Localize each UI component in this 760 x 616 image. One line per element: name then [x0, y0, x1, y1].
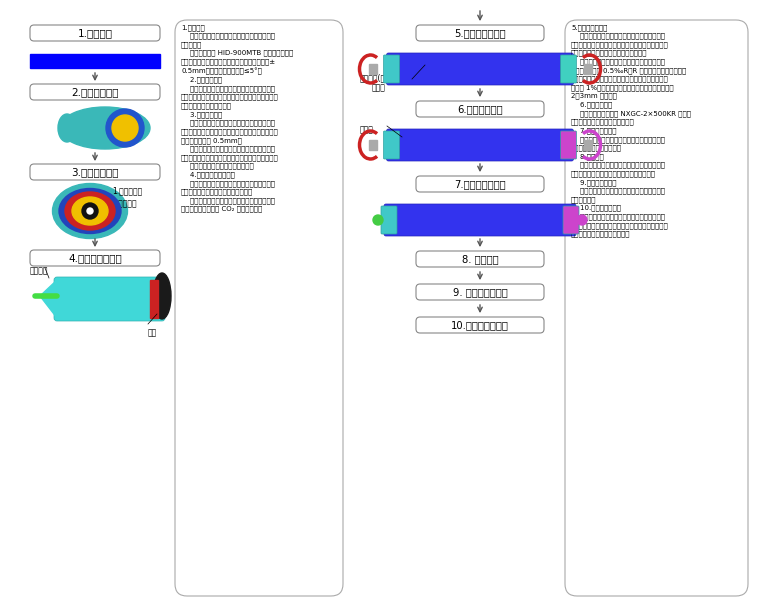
FancyBboxPatch shape — [381, 206, 397, 234]
FancyBboxPatch shape — [416, 176, 544, 192]
FancyBboxPatch shape — [563, 206, 579, 234]
Text: 2.锥头坯料锻造: 2.锥头坯料锻造 — [71, 87, 119, 97]
Ellipse shape — [106, 109, 144, 147]
Polygon shape — [40, 280, 57, 318]
Text: 10.杆件保护、发运: 10.杆件保护、发运 — [451, 320, 509, 330]
Ellipse shape — [112, 115, 138, 141]
Ellipse shape — [72, 197, 108, 225]
Text: 8. 喷砂涂铁: 8. 喷砂涂铁 — [461, 254, 499, 264]
Text: 9. 杆件编号、标识: 9. 杆件编号、标识 — [453, 287, 508, 297]
Text: 5.锥头、管件组装: 5.锥头、管件组装 — [454, 28, 506, 38]
Text: 旋转组装(带轴心: 旋转组装(带轴心 — [360, 73, 395, 82]
FancyBboxPatch shape — [384, 131, 400, 159]
Text: 1.钢管下料: 1.钢管下料 — [78, 28, 112, 38]
Circle shape — [577, 215, 587, 225]
FancyBboxPatch shape — [416, 317, 544, 333]
Text: 2.镗孔加工: 2.镗孔加工 — [112, 198, 138, 207]
Text: 3.锥头机床加工: 3.锥头机床加工 — [71, 167, 119, 177]
FancyBboxPatch shape — [30, 84, 160, 100]
FancyBboxPatch shape — [30, 250, 160, 266]
Bar — [369, 64, 376, 74]
FancyBboxPatch shape — [416, 251, 544, 267]
FancyBboxPatch shape — [30, 25, 160, 41]
FancyBboxPatch shape — [565, 20, 748, 596]
FancyBboxPatch shape — [387, 129, 574, 161]
Text: 1.粗剪侧钻置: 1.粗剪侧钻置 — [112, 186, 142, 195]
Ellipse shape — [153, 273, 171, 319]
FancyBboxPatch shape — [54, 277, 165, 321]
Text: 5.锥头、管件组装
    锥头、管件的组装采用专用组合夹具进行自动
组装，锥头的定位应置套筒内旋转能心顶针控制其中
心轴线，杆件的长需通过限位措施控制。
  : 5.锥头、管件组装 锥头、管件的组装采用专用组合夹具进行自动 组装，锥头的定位应… — [571, 24, 691, 237]
Bar — [30, 54, 160, 68]
FancyBboxPatch shape — [384, 204, 576, 236]
FancyBboxPatch shape — [560, 55, 577, 83]
Bar — [369, 140, 376, 150]
FancyBboxPatch shape — [175, 20, 343, 596]
Text: 1.钢管下料
    钢管下料前应进行的管材料复验，合格后方可
投入使用。
    钢管下料采用 HID-900MTB 数控管子相贯线
切割机进行下料，管件切割: 1.钢管下料 钢管下料前应进行的管材料复验，合格后方可 投入使用。 钢管下料采用… — [181, 24, 293, 213]
FancyBboxPatch shape — [416, 25, 544, 41]
Ellipse shape — [65, 192, 115, 230]
Text: 顶针）: 顶针） — [372, 83, 386, 92]
Text: 4.锥头射焊接、薄: 4.锥头射焊接、薄 — [68, 253, 122, 263]
Ellipse shape — [59, 188, 121, 233]
Text: 7.杆件测量、矫正: 7.杆件测量、矫正 — [454, 179, 506, 189]
Ellipse shape — [52, 184, 128, 238]
Bar — [584, 64, 591, 74]
FancyBboxPatch shape — [560, 131, 577, 159]
Bar — [150, 280, 158, 318]
Circle shape — [373, 215, 383, 225]
Ellipse shape — [58, 114, 76, 142]
Ellipse shape — [60, 107, 150, 149]
FancyBboxPatch shape — [416, 284, 544, 300]
FancyBboxPatch shape — [384, 55, 400, 83]
FancyBboxPatch shape — [30, 164, 160, 180]
Text: 6.杆件整体薄薄: 6.杆件整体薄薄 — [458, 104, 503, 114]
Text: 锥头: 锥头 — [148, 328, 157, 337]
Text: 自动薄: 自动薄 — [360, 125, 374, 134]
Bar — [584, 140, 591, 150]
FancyBboxPatch shape — [416, 101, 544, 117]
FancyBboxPatch shape — [387, 53, 574, 85]
Circle shape — [82, 203, 98, 219]
Circle shape — [87, 208, 93, 214]
Text: 高强螺栓: 高强螺栓 — [30, 266, 49, 275]
